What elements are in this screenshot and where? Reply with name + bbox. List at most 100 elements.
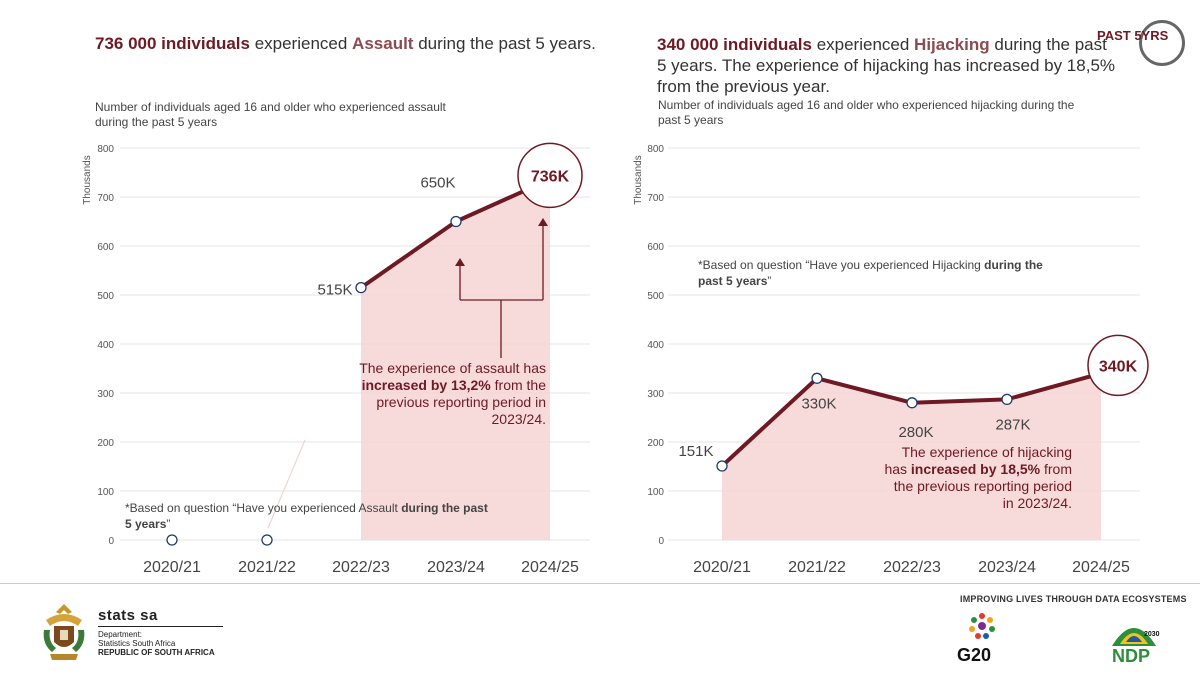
- series-area: [361, 179, 550, 541]
- faint-connector: [267, 439, 306, 529]
- x-tick-label: 2022/23: [332, 559, 390, 576]
- headline-hijacking-text1: experienced: [811, 35, 915, 54]
- past-5-years-label: PAST 5YRS: [1097, 28, 1169, 43]
- x-tick-label: 2021/22: [238, 559, 296, 576]
- data-point: [906, 397, 918, 409]
- x-tick-label: 2020/21: [693, 559, 751, 576]
- data-label: 736K: [531, 168, 570, 185]
- y-tick-label: 800: [647, 144, 664, 155]
- y-axis-label: Thousands: [633, 155, 644, 204]
- y-tick-label: 800: [97, 144, 114, 155]
- note-hijacking-pre: *Based on question “Have you experienced…: [698, 258, 985, 272]
- department-name: Statistics South Africa: [98, 639, 176, 648]
- headline-assault-number: 736 000 individuals: [95, 34, 250, 53]
- headline-assault-keyword: Assault: [352, 34, 414, 53]
- data-point: [355, 281, 367, 294]
- data-point: [261, 534, 273, 546]
- series-area: [722, 373, 1101, 540]
- y-tick-label: 500: [647, 291, 664, 302]
- y-tick-label: 700: [647, 193, 664, 204]
- x-tick-label: 2023/24: [978, 559, 1036, 576]
- note-hijacking-bold: during the past 5 years: [698, 258, 1043, 288]
- y-tick-label: 600: [97, 242, 114, 253]
- g20-logo: [969, 613, 995, 639]
- annotation-hijacking: The experience of hijacking has increase…: [880, 444, 1072, 512]
- stats-sa-underline: [98, 626, 223, 627]
- headline-hijacking-text2: during the past 5 years. The experience …: [657, 35, 1116, 96]
- past-5-years-badge: PAST 5YRS: [1097, 20, 1192, 70]
- x-tick-label: 2024/25: [521, 559, 579, 576]
- footer-tagline: IMPROVING LIVES THROUGH DATA ECOSYSTEMS: [960, 594, 1187, 604]
- data-label: 151K: [678, 443, 713, 460]
- data-point: [716, 460, 728, 472]
- headline-hijacking-keyword: Hijacking: [914, 35, 990, 54]
- footer-divider: [0, 583, 1200, 584]
- y-tick-label: 100: [647, 487, 664, 498]
- y-tick-label: 100: [97, 487, 114, 498]
- note-assault: *Based on question “Have you experienced…: [125, 500, 495, 532]
- headline-assault-text2: during the past 5 years.: [413, 34, 596, 53]
- y-tick-label: 400: [647, 340, 664, 351]
- data-point: [811, 372, 823, 384]
- arrow-head: [538, 218, 548, 226]
- y-tick-label: 700: [97, 193, 114, 204]
- value-bubble: [517, 142, 583, 209]
- annotation-hijacking-pre: The experience of hijacking has: [884, 444, 1072, 477]
- bracket-lines: [459, 222, 544, 358]
- ndp-label: NDP: [1112, 646, 1150, 666]
- note-assault-bold: during the past 5 years: [125, 501, 488, 531]
- annotation-assault-pre: The experience of assault has: [359, 360, 546, 376]
- data-label: 340K: [1099, 358, 1138, 375]
- x-tick-label: 2023/24: [427, 559, 485, 576]
- annotation-hijacking-post: from the previous reporting period in 20…: [893, 461, 1072, 511]
- data-label: 650K: [420, 175, 455, 192]
- data-point: [166, 534, 178, 546]
- annotation-assault-post: from the previous reporting period in 20…: [376, 377, 546, 427]
- y-tick-label: 0: [108, 536, 114, 547]
- note-hijacking-post: ”: [767, 274, 772, 288]
- chart-assault: 0 100 200 300 400 500 600 700 800 Thousands 2020/2…: [82, 142, 590, 576]
- circular-arrow-icon: [1139, 20, 1185, 66]
- department-label: Department:: [98, 630, 143, 639]
- y-tick-label: 500: [97, 291, 114, 302]
- value-bubble: [1087, 334, 1149, 397]
- data-point: [450, 215, 462, 228]
- arrow-head: [455, 258, 465, 266]
- headline-assault-text1: experienced: [249, 34, 353, 53]
- subtitle-hijacking: Number of individuals aged 16 and older …: [658, 98, 1075, 127]
- y-tick-label: 400: [97, 340, 114, 351]
- g20-label: G20: [957, 645, 992, 665]
- data-point: [1001, 393, 1013, 406]
- annotation-hijacking-bold: increased by 18,5%: [910, 461, 1041, 477]
- ndp-2030-logo: 2030 NDP: [1112, 628, 1160, 666]
- stats-sa-name: stats sa: [98, 607, 158, 624]
- republic-label: REPUBLIC OF SOUTH AFRICA: [98, 648, 215, 657]
- stats-sa-logo: stats sa Department: Statistics South Af…: [98, 607, 223, 657]
- x-tick-label: 2022/23: [883, 559, 941, 576]
- y-tick-label: 600: [647, 242, 664, 253]
- data-label: 515K: [317, 282, 352, 299]
- y-axis-label: Thousands: [82, 155, 93, 204]
- x-tick-label: 2021/22: [788, 559, 846, 576]
- x-tick-label: 2020/21: [143, 559, 201, 576]
- x-tick-label: 2024/25: [1072, 559, 1130, 576]
- subtitle-assault: Number of individuals aged 16 and older …: [95, 100, 446, 129]
- data-label: 280K: [898, 424, 933, 441]
- headline-hijacking-number: 340 000 individuals: [657, 35, 812, 54]
- data-label: 287K: [995, 416, 1030, 433]
- y-tick-label: 0: [658, 536, 664, 547]
- ndp-year: 2030: [1144, 631, 1160, 638]
- y-tick-label: 300: [97, 389, 114, 400]
- note-hijacking: *Based on question “Have you experienced…: [698, 257, 1068, 289]
- data-label: 330K: [801, 395, 836, 412]
- note-assault-post: ”: [166, 517, 171, 531]
- charts-canvas: 0100200300400500600700800Thousands2020/2…: [82, 142, 1149, 576]
- coat-of-arms-logo: [43, 604, 85, 660]
- y-tick-label: 200: [647, 438, 664, 449]
- y-tick-label: 200: [97, 438, 114, 449]
- headline-assault: 736 000 individuals experienced Assault …: [95, 33, 615, 54]
- annotation-assault-bold: increased by 13,2%: [361, 377, 491, 393]
- annotation-assault: The experience of assault has increased …: [350, 360, 546, 428]
- y-tick-label: 300: [647, 389, 664, 400]
